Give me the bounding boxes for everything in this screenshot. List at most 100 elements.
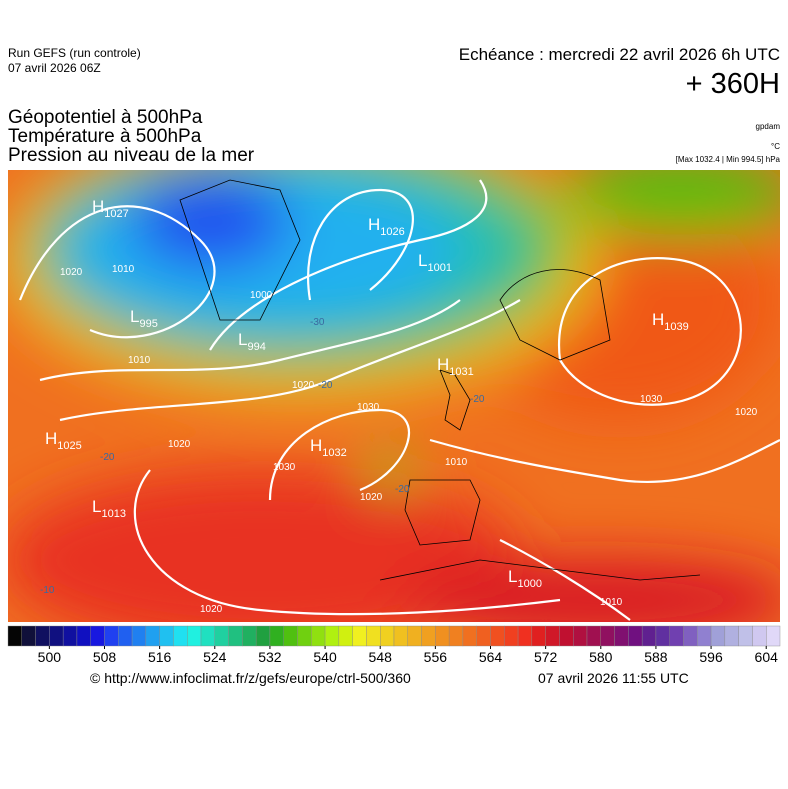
center-type: L: [508, 567, 517, 586]
unit: gpdam: [755, 122, 780, 131]
color-swatch: [297, 625, 312, 647]
pressure-center: H1039: [652, 310, 689, 333]
lead-time: + 360H: [685, 68, 780, 100]
color-swatch: [531, 625, 546, 647]
center-pressure: 1039: [664, 321, 688, 333]
center-type: H: [437, 355, 449, 374]
isobars: [18, 179, 780, 621]
color-swatch: [145, 625, 160, 647]
color-swatch: [90, 625, 105, 647]
color-swatch: [131, 625, 147, 647]
center-type: L: [418, 251, 427, 270]
tick-label: 500: [38, 649, 62, 665]
tick-label: 532: [258, 649, 282, 665]
temperature-label: -10: [40, 585, 55, 596]
center-pressure: 1025: [57, 440, 81, 452]
color-swatch: [228, 625, 243, 647]
color-swatch: [614, 625, 629, 647]
isobar-label: 1030: [640, 394, 663, 405]
center-pressure: 1031: [449, 366, 473, 378]
color-swatch: [490, 625, 505, 647]
color-swatch: [62, 625, 78, 647]
color-swatch: [214, 625, 229, 647]
center-pressure: 1026: [380, 226, 404, 238]
color-swatch: [49, 625, 64, 647]
color-swatch: [421, 625, 436, 647]
center-pressure: 1013: [101, 508, 125, 520]
isobar-label: 1010: [112, 264, 135, 275]
tick-label: 540: [313, 649, 337, 665]
color-swatch: [118, 625, 133, 647]
center-type: L: [238, 330, 247, 349]
color-swatch: [586, 625, 601, 647]
pressure-center: L1001: [418, 251, 452, 274]
center-type: H: [368, 215, 380, 234]
color-swatch: [641, 625, 657, 647]
temperature-label: -30: [310, 317, 325, 328]
color-swatch: [380, 625, 395, 647]
color-swatch: [710, 625, 726, 647]
color-swatch: [76, 625, 91, 647]
color-swatch: [200, 625, 215, 647]
field: Géopotentiel à 500hPa: [8, 107, 203, 128]
color-swatch: [669, 625, 684, 647]
source-url: © http://www.infoclimat.fr/z/gefs/europe…: [90, 670, 411, 686]
pressure-center: H1027: [92, 197, 129, 220]
isobar-label: 1020: [292, 380, 315, 391]
color-swatch: [559, 625, 574, 647]
center-pressure: 1027: [104, 208, 128, 220]
coastlines: [179, 179, 701, 581]
tick-label: 564: [479, 649, 503, 665]
pressure-center: L1013: [92, 497, 126, 520]
isobar-label: 1030: [357, 402, 380, 413]
color-swatch: [366, 625, 381, 647]
color-swatch: [311, 625, 326, 647]
tick-label: 508: [93, 649, 117, 665]
echeance: Echéance : mercredi 22 avril 2026 6h UTC: [458, 45, 780, 64]
center-pressure: 1032: [322, 447, 346, 459]
field: Pression au niveau de la mer: [8, 145, 255, 166]
pressure-center: H1025: [45, 429, 82, 452]
color-swatch: [269, 625, 284, 647]
center-type: L: [92, 497, 101, 516]
color-swatch: [697, 625, 712, 647]
color-swatch: [173, 625, 188, 647]
color-swatch: [435, 625, 450, 647]
isobar-label: 1020: [168, 439, 191, 450]
isobar-label: 1020: [735, 407, 758, 418]
isobar-label: 1010: [600, 597, 623, 608]
color-swatch: [393, 625, 408, 647]
isobar-label: 1020: [60, 267, 83, 278]
color-swatch: [628, 625, 643, 647]
color-swatch: [545, 625, 560, 647]
color-swatch: [407, 625, 422, 647]
unit: [Max 1032.4 | Min 994.5] hPa: [675, 155, 780, 164]
color-swatch: [324, 625, 340, 647]
temperature-label: -20: [470, 394, 485, 405]
field: Température à 500hPa: [8, 126, 202, 147]
timestamp: 07 avril 2026 11:55 UTC: [538, 670, 689, 686]
tick-label: 604: [755, 649, 779, 665]
color-swatch: [448, 625, 464, 647]
isobar-label: 1010: [128, 355, 151, 366]
color-swatch: [766, 625, 781, 647]
tick-label: 556: [424, 649, 448, 665]
color-swatch: [21, 625, 36, 647]
color-swatch: [752, 625, 767, 647]
isobar-label: 1030: [273, 462, 296, 473]
tick-label: 596: [699, 649, 723, 665]
run-name: Run GEFS (run controle): [8, 46, 141, 60]
color-swatch: [35, 625, 50, 647]
center-type: L: [130, 307, 139, 326]
tick-label: 588: [644, 649, 668, 665]
map-field: [8, 170, 780, 622]
color-swatch: [517, 625, 533, 647]
temperature-label: -20: [100, 452, 115, 463]
color-swatch: [352, 625, 367, 647]
color-swatch: [187, 625, 202, 647]
isobar-label: 1000: [250, 290, 273, 301]
color-swatch: [476, 625, 491, 647]
center-pressure: 995: [139, 318, 157, 330]
center-pressure: 1000: [517, 578, 541, 590]
